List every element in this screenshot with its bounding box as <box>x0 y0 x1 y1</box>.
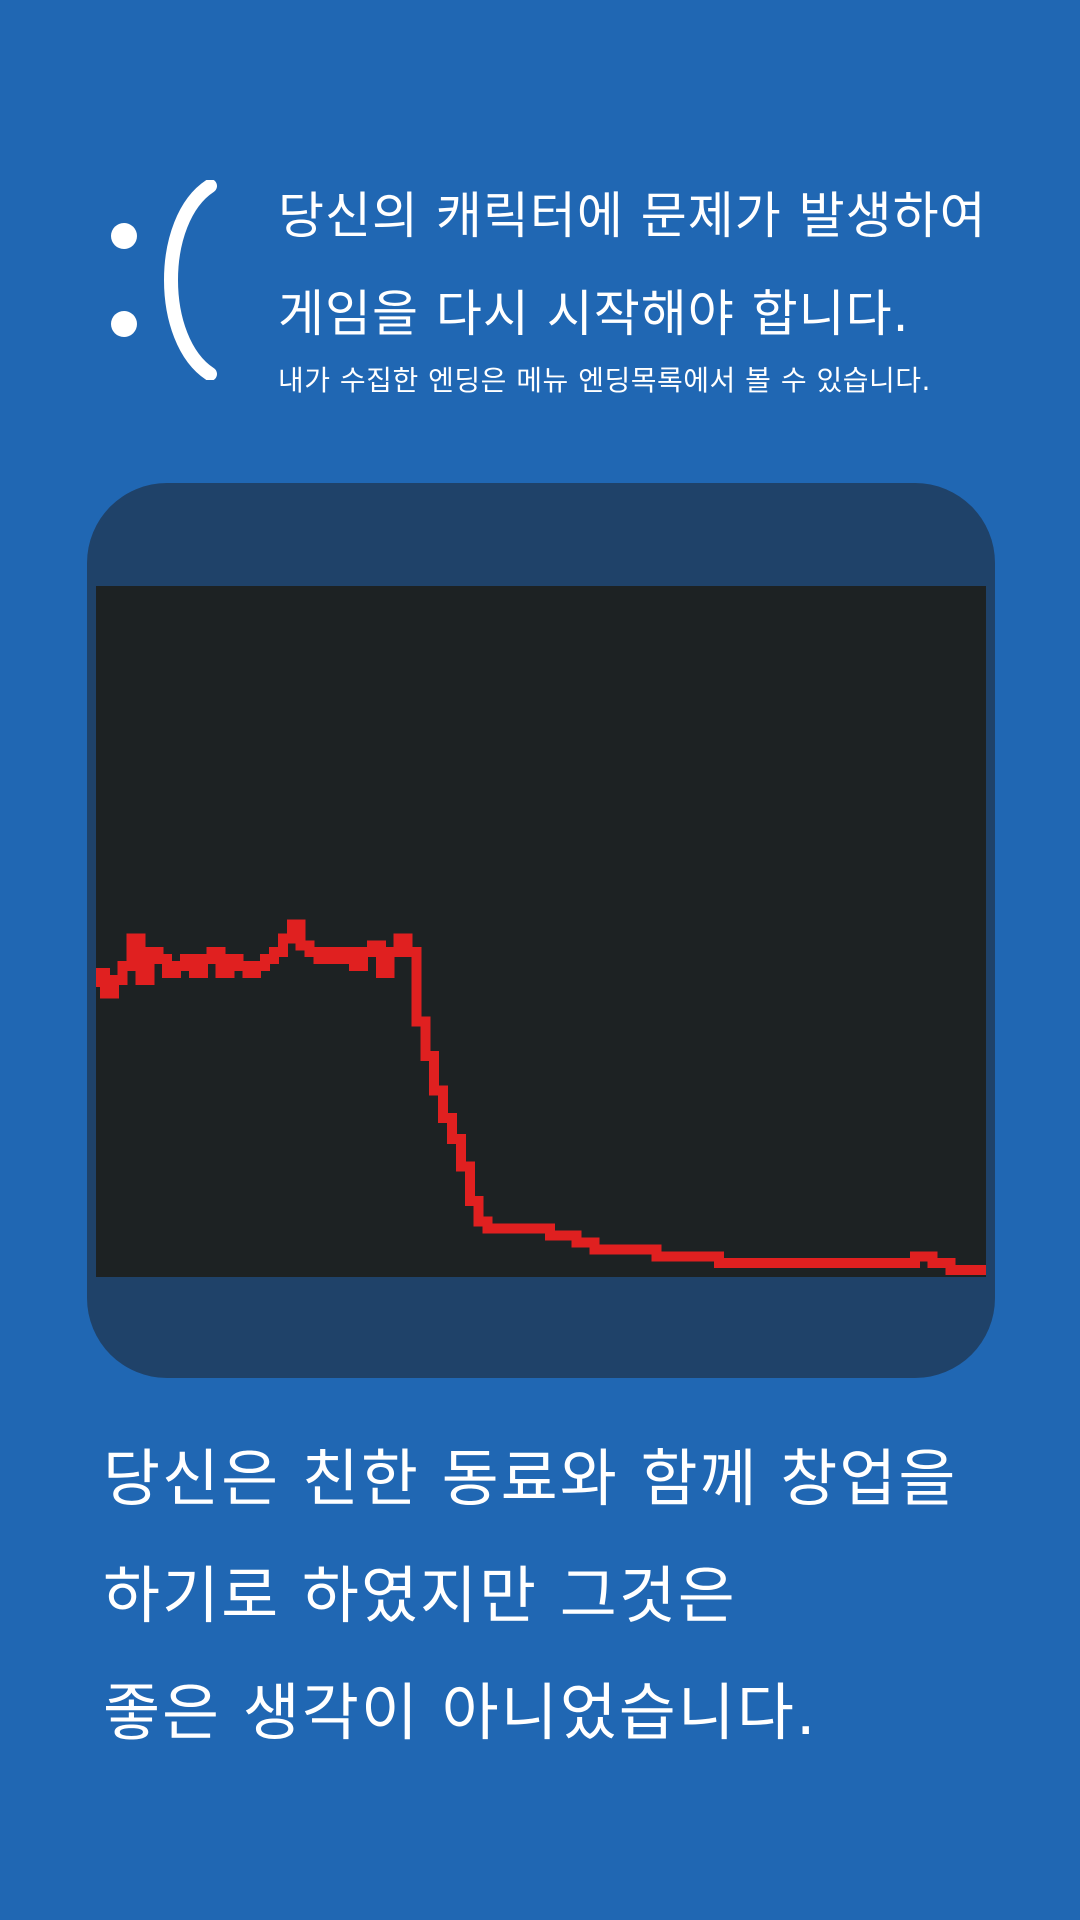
error-title-line-1: 당신의 캐릭터에 문제가 발생하여 <box>278 187 987 245</box>
graph-card <box>87 483 995 1378</box>
graph-screen <box>96 586 986 1277</box>
story-line-2: 하기로 하였지만 그것은 <box>103 1559 737 1632</box>
error-message: 당신의 캐릭터에 문제가 발생하여 게임을 다시 시작해야 합니다. 내가 수집… <box>278 188 1058 398</box>
stock-chart <box>96 919 986 1276</box>
story-text: 당신은 친한 동료와 함께 창업을 하기로 하였지만 그것은 좋은 생각이 아니… <box>103 1420 1063 1771</box>
story-line-1: 당신은 친한 동료와 함께 창업을 <box>103 1442 958 1515</box>
error-subtitle: 내가 수집한 엔딩은 메뉴 엔딩목록에서 볼 수 있습니다. <box>278 364 931 397</box>
chart-series-line <box>96 919 986 1276</box>
story-line-3: 좋은 생각이 아니었습니다. <box>103 1676 818 1749</box>
error-title-line-2: 게임을 다시 시작해야 합니다. <box>278 285 910 343</box>
sad-face-icon <box>90 180 250 380</box>
